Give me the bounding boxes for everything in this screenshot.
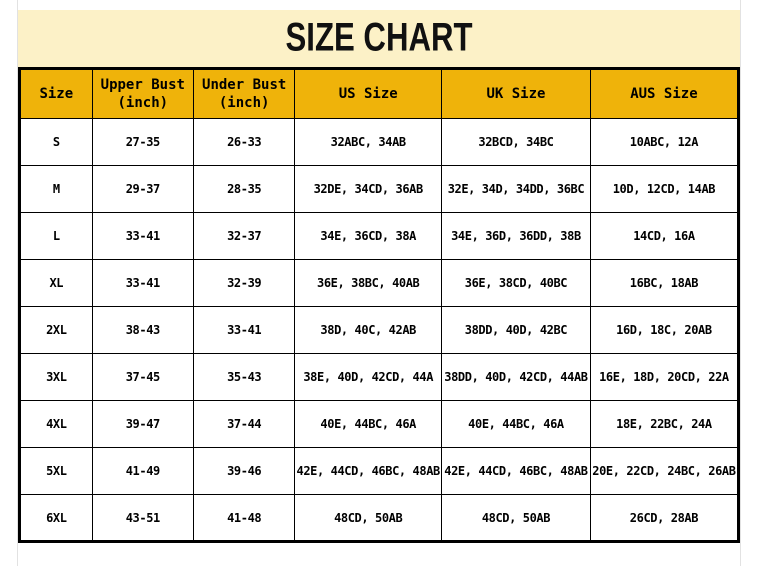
value-cell: 35-43 (192, 353, 296, 401)
value-cell: 42E, 44CD, 46BC, 48AB (441, 447, 591, 495)
title-banner: SIZE CHART (18, 10, 740, 67)
table-row: 3XL 37-45 35-43 38E, 40D, 42CD, 44A 38DD, 40… (19, 353, 740, 401)
page-title: SIZE CHART (285, 15, 473, 61)
size-cell: 6XL (19, 494, 93, 542)
value-cell: 37-44 (192, 400, 296, 448)
value-cell: 32BCD, 34BC (441, 118, 591, 166)
value-cell: 37-45 (91, 353, 194, 401)
value-cell: 32E, 34D, 34DD, 36BC (441, 165, 591, 213)
value-cell: 36E, 38CD, 40BC (441, 259, 591, 307)
page-frame: SIZE CHART Size Upper Bust (inch) Under Bu… (17, 0, 741, 566)
value-cell: 32DE, 34CD, 36AB (294, 165, 443, 213)
value-cell: 32-39 (192, 259, 296, 307)
value-cell: 33-41 (192, 306, 296, 354)
value-cell: 34E, 36CD, 38A (294, 212, 443, 260)
table-header: Size Upper Bust (inch) Under Bust (inch) US… (19, 68, 740, 119)
value-cell: 42E, 44CD, 46BC, 48AB (294, 447, 443, 495)
table-row: 5XL 41-49 39-46 42E, 44CD, 46BC, 48AB 42E, 4… (19, 447, 740, 495)
value-cell: 40E, 44BC, 46A (441, 400, 591, 448)
table-row: S 27-35 26-33 32ABC, 34AB 32BCD, 34BC 10ABC, … (19, 118, 740, 166)
size-cell: XL (19, 259, 93, 307)
value-cell: 33-41 (91, 259, 194, 307)
table-row: L 33-41 32-37 34E, 36CD, 38A 34E, 36D, 36DD,… (19, 212, 740, 260)
value-cell: 38-43 (91, 306, 194, 354)
value-cell: 38E, 40D, 42CD, 44A (294, 353, 443, 401)
table-row: XL 33-41 32-39 36E, 38BC, 40AB 36E, 38CD, 40… (19, 259, 740, 307)
value-cell: 38DD, 40D, 42BC (441, 306, 591, 354)
column-header: AUS Size (589, 68, 740, 119)
value-cell: 26CD, 28AB (589, 494, 740, 542)
value-cell: 18E, 22BC, 24A (589, 400, 740, 448)
value-cell: 16BC, 18AB (589, 259, 740, 307)
size-cell: S (19, 118, 93, 166)
value-cell: 43-51 (91, 494, 194, 542)
value-cell: 41-49 (91, 447, 194, 495)
value-cell: 27-35 (91, 118, 194, 166)
value-cell: 10D, 12CD, 14AB (589, 165, 740, 213)
value-cell: 34E, 36D, 36DD, 38B (441, 212, 591, 260)
value-cell: 26-33 (192, 118, 296, 166)
table-row: M 29-37 28-35 32DE, 34CD, 36AB 32E, 34D, 34D… (19, 165, 740, 213)
size-cell: 5XL (19, 447, 93, 495)
value-cell: 39-46 (192, 447, 296, 495)
value-cell: 29-37 (91, 165, 194, 213)
value-cell: 16D, 18C, 20AB (589, 306, 740, 354)
column-header: Size (19, 68, 93, 119)
size-chart-table: Size Upper Bust (inch) Under Bust (inch) US… (18, 67, 740, 543)
table-row: 2XL 38-43 33-41 38D, 40C, 42AB 38DD, 40D, 42… (19, 306, 740, 354)
header-row: Size Upper Bust (inch) Under Bust (inch) US… (19, 68, 740, 119)
value-cell: 32-37 (192, 212, 296, 260)
value-cell: 16E, 18D, 20CD, 22A (589, 353, 740, 401)
value-cell: 20E, 22CD, 24BC, 26AB (589, 447, 740, 495)
size-cell: L (19, 212, 93, 260)
value-cell: 32ABC, 34AB (294, 118, 443, 166)
size-cell: M (19, 165, 93, 213)
value-cell: 33-41 (91, 212, 194, 260)
size-cell: 3XL (19, 353, 93, 401)
value-cell: 38DD, 40D, 42CD, 44AB (441, 353, 591, 401)
value-cell: 39-47 (91, 400, 194, 448)
column-header: UK Size (441, 68, 591, 119)
value-cell: 10ABC, 12A (589, 118, 740, 166)
column-header: US Size (294, 68, 443, 119)
column-header: Under Bust (inch) (192, 68, 296, 119)
table-body: S 27-35 26-33 32ABC, 34AB 32BCD, 34BC 10ABC, … (19, 118, 740, 542)
table-row: 4XL 39-47 37-44 40E, 44BC, 46A 40E, 44BC, 46… (19, 400, 740, 448)
value-cell: 28-35 (192, 165, 296, 213)
value-cell: 48CD, 50AB (294, 494, 443, 542)
value-cell: 38D, 40C, 42AB (294, 306, 443, 354)
value-cell: 48CD, 50AB (441, 494, 591, 542)
table-row: 6XL 43-51 41-48 48CD, 50AB 48CD, 50AB 26CD, 2… (19, 494, 740, 542)
size-cell: 2XL (19, 306, 93, 354)
value-cell: 36E, 38BC, 40AB (294, 259, 443, 307)
value-cell: 14CD, 16A (589, 212, 740, 260)
value-cell: 41-48 (192, 494, 296, 542)
size-cell: 4XL (19, 400, 93, 448)
value-cell: 40E, 44BC, 46A (294, 400, 443, 448)
column-header: Upper Bust (inch) (91, 68, 194, 119)
